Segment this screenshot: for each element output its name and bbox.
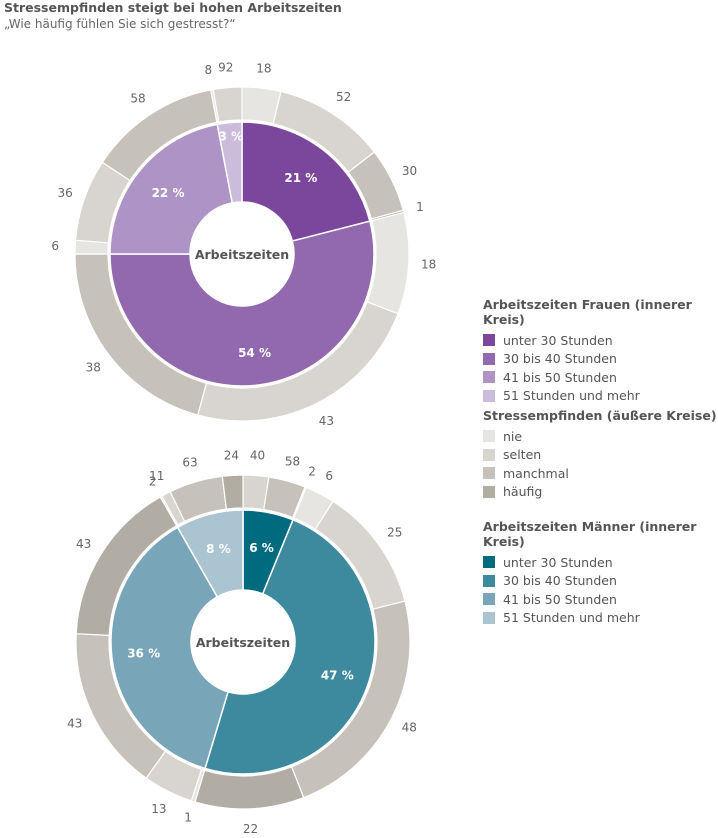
outer-slice-label: 24 [224,448,239,462]
legend-item: 51 Stunden und mehr [483,609,718,628]
legend-label: 30 bis 40 Stunden [503,573,617,589]
outer-slice-label: 1 [184,811,192,825]
legend-women-title: Arbeitszeiten Frauen (innerer Kreis) [483,297,692,327]
legend-label: 30 bis 40 Stunden [503,351,617,367]
outer-slice-label: 43 [319,414,334,428]
legend-swatch [483,556,495,569]
legend-item: manchmal [483,464,717,483]
center-hole [190,202,294,306]
legend-item: nie [483,427,717,446]
chart-title: Stressempfinden steigt bei hohen Arbeits… [4,0,342,15]
legend-label: manchmal [503,465,569,481]
legend-women: Arbeitszeiten Frauen (innerer Kreis) unt… [483,297,718,405]
legend-label: 51 Stunden und mehr [503,610,640,626]
legend-label: 41 bis 50 Stunden [503,591,617,607]
outer-slice-label: 40 [250,449,265,463]
center-hole [191,590,295,694]
legend-label: 41 bis 50 Stunden [503,369,617,385]
legend-item: unter 30 Stunden [483,331,718,350]
legend-men-title: Arbeitszeiten Männer (innerer Kreis) [483,519,697,549]
inner-slice-label: 8 % [206,542,231,556]
legend-item: 30 bis 40 Stunden [483,350,718,369]
legend-item: 41 bis 50 Stunden [483,590,718,609]
legend-stress-title: Stressempfinden (äußere Kreise) [483,408,717,423]
outer-slice [212,86,243,123]
outer-slice-label: 11 [149,469,164,483]
legend-item: 30 bis 40 Stunden [483,572,718,591]
outer-slice-label: 18 [421,258,436,272]
legend-men: Arbeitszeiten Männer (innerer Kreis) unt… [483,519,718,627]
inner-slice [110,526,229,770]
outer-slice [221,474,244,510]
outer-slice-label: 58 [285,455,300,469]
inner-slice-label: 36 % [127,646,160,660]
outer-slice-label: 1 [416,200,424,214]
legend-swatch [483,334,495,347]
legend-label: unter 30 Stunden [503,554,613,570]
legend-swatch [483,371,495,384]
outer-slice-label: 52 [336,90,351,104]
outer-slice-label: 2 [149,475,157,489]
outer-slice-label: 43 [67,717,82,731]
outer-slice-label: 6 [51,239,59,253]
inner-slice-label: 21 % [284,171,317,185]
outer-slice-label: 22 [243,822,258,836]
legend-label: selten [503,447,542,463]
outer-slice-label: 92 [218,61,233,75]
outer-slice-label: 30 [402,164,417,178]
legend-item: unter 30 Stunden [483,553,718,572]
legend-item: 41 bis 50 Stunden [483,368,718,387]
legend-swatch [483,448,495,461]
outer-slice-label: 6 [325,469,333,483]
outer-slice-label: 63 [182,456,197,470]
legend-swatch [483,352,495,365]
outer-slice-label: 18 [256,61,271,75]
outer-slice-label: 13 [151,802,166,816]
legend-swatch [483,389,495,402]
outer-slice-label: 36 [58,186,73,200]
outer-slice-label: 43 [76,537,91,551]
legend-swatch [483,593,495,606]
legend-item: selten [483,446,717,465]
legend-swatch [483,485,495,498]
outer-slice-label: 8 [205,63,213,77]
outer-slice-label: 38 [86,360,101,374]
inner-slice-label: 3 % [219,130,244,144]
outer-slice-label: 2 [308,464,316,478]
legend-label: unter 30 Stunden [503,332,613,348]
legend-item: häufig [483,483,717,502]
legend-swatch [483,611,495,624]
inner-slice-label: 54 % [238,346,271,360]
outer-slice-label: 58 [130,92,145,106]
legend-swatch [483,574,495,587]
inner-slice-label: 6 % [249,541,274,555]
chart-subtitle: „Wie häufig fühlen Sie sich gestresst?“ [4,17,236,31]
legend-label: 51 Stunden und mehr [503,388,640,404]
center-label: Arbeitszeiten [196,635,290,650]
outer-slice-label: 48 [402,721,417,735]
legend-swatch [483,467,495,480]
center-label: Arbeitszeiten [195,247,289,262]
legend-stress: Stressempfinden (äußere Kreise) nie selt… [483,408,717,501]
outer-slice-label: 25 [387,526,402,540]
inner-slice-label: 22 % [152,186,185,200]
legend-item: 51 Stunden und mehr [483,387,718,406]
legend-swatch [483,430,495,443]
legend-label: häufig [503,484,543,500]
legend-label: nie [503,428,523,444]
inner-slice-label: 47 % [321,668,354,682]
